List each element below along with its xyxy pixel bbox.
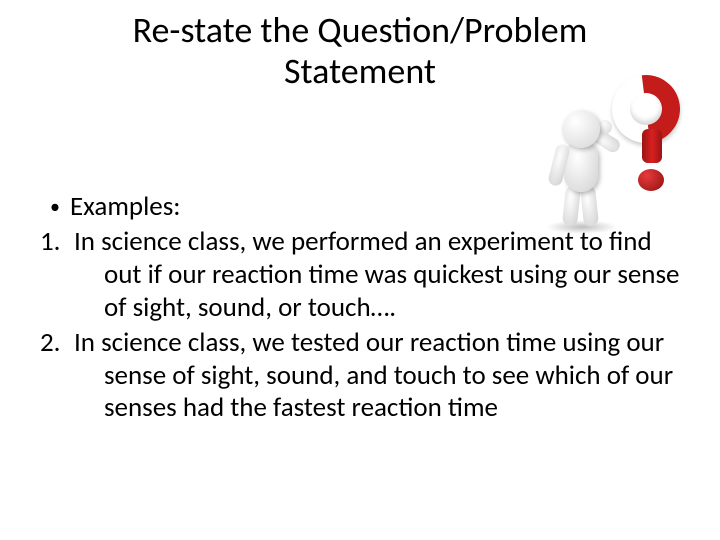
bullet-text: Examples: (70, 191, 181, 224)
bullet-marker: • (40, 191, 70, 224)
list-item: 2. In science class, we tested our react… (40, 327, 680, 426)
list-number: 1. (40, 226, 74, 259)
question-mark-figure (538, 75, 688, 230)
question-mark-icon (602, 75, 688, 195)
slide: Re-state the Question/Problem Statement … (0, 0, 720, 540)
list-item: 1. In science class, we performed an exp… (40, 226, 680, 325)
list-text: In science class, we performed an experi… (74, 226, 680, 325)
list-number: 2. (40, 327, 74, 360)
list-text: In science class, we tested our reaction… (74, 327, 680, 426)
